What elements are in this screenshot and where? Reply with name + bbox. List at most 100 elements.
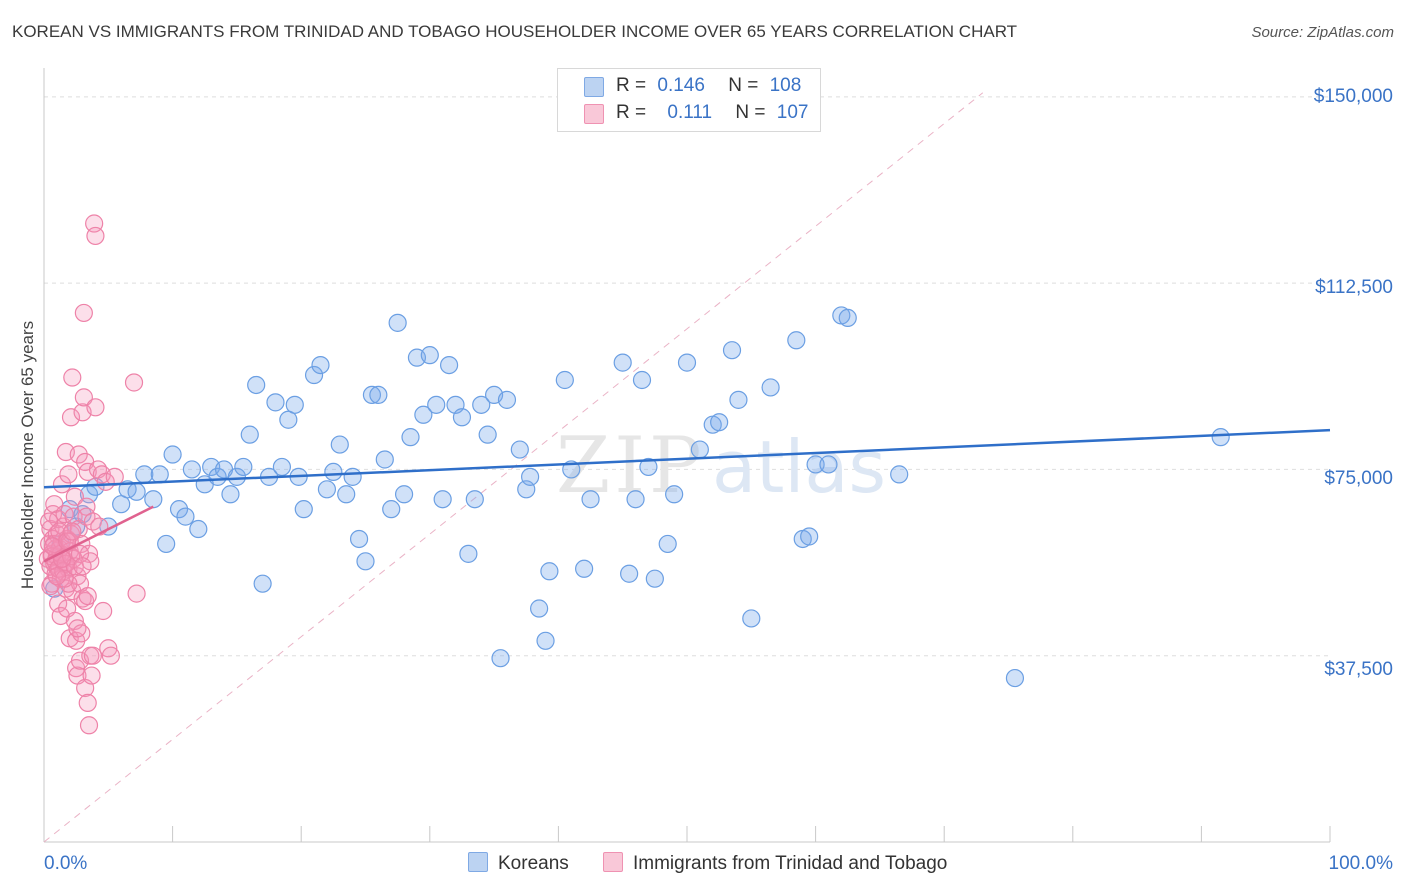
- legend-swatch-pink: [603, 852, 623, 872]
- trinidad-point: [74, 303, 93, 323]
- korean-point: [311, 355, 330, 375]
- korean-point: [465, 490, 484, 509]
- korean-point: [478, 425, 497, 444]
- korean-point: [521, 467, 540, 486]
- trinidad-point: [52, 475, 72, 494]
- grid-lines: [44, 96, 1330, 657]
- korean-point: [343, 467, 362, 486]
- korean-point: [472, 395, 491, 414]
- korean-point: [294, 500, 313, 519]
- korean-point: [530, 599, 549, 618]
- trinidad-point: [86, 398, 105, 417]
- korean-point: [575, 559, 594, 578]
- korean-point: [150, 465, 169, 484]
- korean-point: [497, 390, 517, 409]
- correlation-legend: R = 0.146 N = 108 R = 0.111 N = 107: [557, 68, 821, 132]
- korean-point: [285, 395, 304, 414]
- korean-point: [176, 507, 195, 526]
- series-trinidad-points: [38, 214, 146, 735]
- trinidad-point: [41, 577, 60, 596]
- korean-point: [369, 385, 388, 405]
- y-tick-label: $150,000: [1313, 86, 1393, 107]
- korean-point: [317, 480, 337, 499]
- korean-point: [375, 450, 394, 469]
- korean-point: [394, 485, 414, 504]
- trinidad-point: [124, 373, 144, 392]
- legend-swatch-pink: [584, 104, 604, 124]
- trinidad-point: [82, 666, 101, 685]
- trend-lines: [43, 428, 1331, 563]
- korean-point: [433, 490, 452, 509]
- trinidad-point: [94, 601, 113, 621]
- chart-title: KOREAN VS IMMIGRANTS FROM TRINIDAD AND T…: [12, 22, 1018, 41]
- korean-point: [304, 365, 324, 385]
- korean-point: [144, 490, 163, 509]
- korean-point: [761, 378, 780, 397]
- korean-point: [459, 544, 478, 563]
- trinidad-point: [47, 567, 66, 586]
- trinidad-point: [83, 646, 102, 665]
- korean-point: [388, 313, 407, 332]
- korean-trend-line: [43, 428, 1331, 489]
- korean-point: [163, 445, 182, 464]
- korean-point: [665, 485, 684, 504]
- axes: [43, 68, 1331, 843]
- trinidad-point: [69, 445, 88, 464]
- legend-n-value: 108: [769, 75, 802, 96]
- korean-point: [337, 485, 356, 504]
- trinidad-point: [51, 606, 70, 626]
- legend-n-value: 107: [776, 102, 809, 123]
- korean-point: [272, 457, 292, 477]
- korean-point: [491, 649, 510, 668]
- korean-point: [658, 534, 677, 554]
- bottom-legend-koreans: Koreans: [468, 852, 569, 875]
- legend-label-trinidad: Immigrants from Trinidad and Tobago: [633, 853, 948, 874]
- trinidad-point: [73, 557, 92, 576]
- legend-r-value: 0.146: [657, 75, 705, 96]
- korean-point: [555, 370, 574, 390]
- trinidad-trend-line: [43, 505, 154, 563]
- korean-point: [401, 428, 420, 447]
- trinidad-point: [63, 522, 82, 541]
- korean-point: [800, 527, 819, 546]
- korean-point: [439, 355, 459, 375]
- korean-point: [690, 440, 709, 459]
- korean-point: [247, 375, 266, 395]
- legend-swatch-blue: [584, 77, 604, 97]
- korean-point: [382, 500, 401, 519]
- korean-point: [135, 465, 154, 484]
- korean-point: [324, 462, 343, 482]
- x-max-label: 100.0%: [1328, 853, 1393, 874]
- trinidad-point: [99, 639, 118, 658]
- korean-point: [710, 413, 729, 432]
- korean-point: [253, 574, 272, 593]
- korean-point: [838, 308, 857, 328]
- korean-point: [414, 405, 433, 424]
- trinidad-point: [76, 591, 95, 611]
- korean-point: [182, 460, 201, 479]
- trinidad-point: [74, 388, 93, 407]
- legend-n-label: N =: [735, 102, 766, 123]
- korean-point: [722, 341, 742, 360]
- trinidad-point: [43, 537, 63, 556]
- trinidad-point: [68, 619, 87, 638]
- korean-point: [632, 370, 652, 390]
- korean-point: [729, 390, 748, 409]
- watermark-zip: ZIP: [556, 421, 706, 511]
- x-min-label: 0.0%: [44, 853, 88, 874]
- bottom-legend-trinidad: Immigrants from Trinidad and Tobago: [603, 852, 947, 875]
- korean-point: [742, 609, 761, 628]
- watermark-atlas: atlas: [712, 425, 886, 509]
- korean-point: [127, 482, 146, 501]
- trinidad-point: [65, 487, 84, 506]
- korean-point: [266, 393, 285, 412]
- korean-point: [540, 562, 559, 581]
- trinidad-point: [78, 586, 97, 606]
- series-koreans-points: [45, 306, 1230, 688]
- korean-point: [427, 395, 446, 414]
- korean-point: [1211, 428, 1230, 447]
- korean-point: [819, 455, 838, 474]
- y-tick-label: $75,000: [1324, 468, 1393, 489]
- y-tick-label: $37,500: [1324, 659, 1393, 680]
